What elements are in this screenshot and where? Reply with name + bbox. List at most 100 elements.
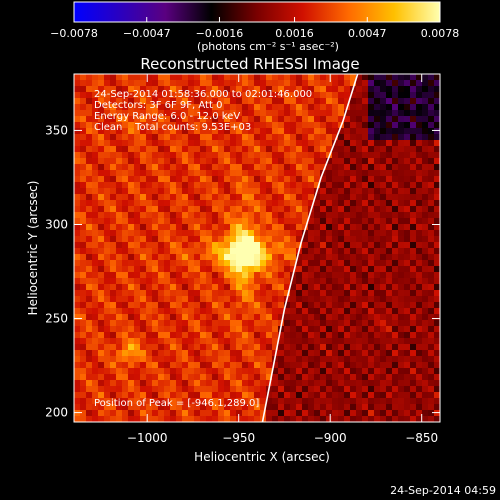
heatmap-cell [116, 164, 123, 171]
heatmap-cell [386, 230, 393, 237]
heatmap-cell [212, 386, 219, 393]
heatmap-cell [368, 212, 375, 219]
heatmap-cell [320, 146, 327, 153]
heatmap-cell [116, 86, 123, 93]
heatmap-cell [176, 416, 183, 422]
heatmap-cell [398, 266, 405, 273]
heatmap-cell [248, 116, 255, 123]
heatmap-cell [380, 164, 387, 171]
heatmap-cell [110, 236, 117, 243]
heatmap-cell [278, 176, 285, 183]
heatmap-cell [434, 392, 440, 399]
heatmap-cell [356, 128, 363, 135]
heatmap-cell [398, 182, 405, 189]
heatmap-cell [434, 110, 440, 117]
heatmap-cell [332, 86, 339, 93]
heatmap-cell [224, 224, 231, 231]
heatmap-cell [110, 380, 117, 387]
heatmap-cell [218, 80, 225, 87]
heatmap-cell [98, 212, 105, 219]
heatmap-cell [326, 344, 333, 351]
heatmap-cell [122, 368, 129, 375]
heatmap-cell [200, 308, 207, 315]
heatmap-cell [140, 140, 147, 147]
heatmap-cell [170, 266, 177, 273]
heatmap-cell [218, 110, 225, 117]
heatmap-cell [176, 236, 183, 243]
heatmap-cell [194, 368, 201, 375]
heatmap-cell [260, 362, 267, 369]
heatmap-cell [368, 98, 375, 105]
heatmap-cell [92, 356, 99, 363]
heatmap-cell [332, 380, 339, 387]
heatmap-cell [104, 362, 111, 369]
heatmap-cell [320, 284, 327, 291]
heatmap-cell [212, 230, 219, 237]
heatmap-cell [314, 368, 321, 375]
heatmap-cell [272, 86, 279, 93]
heatmap-cell [158, 338, 165, 345]
heatmap-cell [200, 356, 207, 363]
heatmap-cell [308, 248, 315, 255]
heatmap-cell [206, 254, 213, 261]
heatmap-cell [116, 182, 123, 189]
heatmap-cell [428, 242, 435, 249]
heatmap-cell [236, 398, 243, 405]
heatmap-cell [266, 248, 273, 255]
heatmap-cell [254, 248, 261, 255]
heatmap-cell [374, 206, 381, 213]
heatmap-cell [80, 86, 87, 93]
heatmap-cell [194, 224, 201, 231]
heatmap-cell [110, 278, 117, 285]
heatmap-cell [74, 272, 81, 279]
heatmap-cell [110, 266, 117, 273]
heatmap-cell [278, 182, 285, 189]
heatmap-cell [272, 260, 279, 267]
heatmap-cell [230, 200, 237, 207]
heatmap-cell [260, 326, 267, 333]
heatmap-cell [86, 140, 93, 147]
heatmap-cell [284, 350, 291, 357]
heatmap-cell [278, 332, 285, 339]
heatmap-cell [230, 308, 237, 315]
heatmap-cell [290, 128, 297, 135]
heatmap-cell [356, 230, 363, 237]
heatmap-cell [200, 116, 207, 123]
heatmap-cell [110, 356, 117, 363]
heatmap-cell [194, 308, 201, 315]
heatmap-cell [260, 344, 267, 351]
heatmap-cell [188, 398, 195, 405]
heatmap-cell [380, 170, 387, 177]
heatmap-cell [380, 410, 387, 417]
heatmap-cell [104, 410, 111, 417]
heatmap-cell [392, 152, 399, 159]
heatmap-cell [314, 134, 321, 141]
heatmap-cell [278, 368, 285, 375]
heatmap-cell [338, 80, 345, 87]
heatmap-cell [296, 326, 303, 333]
heatmap-cell [374, 260, 381, 267]
heatmap-cell [308, 278, 315, 285]
heatmap-cell [236, 314, 243, 321]
heatmap-cell [206, 212, 213, 219]
heatmap-cell [272, 194, 279, 201]
heatmap-cell [212, 128, 219, 135]
heatmap-cell [422, 104, 429, 111]
heatmap-cell [140, 146, 147, 153]
heatmap-cell [392, 212, 399, 219]
heatmap-cell [122, 266, 129, 273]
heatmap-cell [248, 344, 255, 351]
heatmap-cell [254, 344, 261, 351]
heatmap-cell [398, 224, 405, 231]
heatmap-cell [368, 74, 375, 81]
heatmap-cell [338, 140, 345, 147]
heatmap-cell [230, 404, 237, 411]
heatmap-cell [110, 386, 117, 393]
heatmap-cell [410, 242, 417, 249]
heatmap-cell [182, 272, 189, 279]
heatmap-cell [236, 344, 243, 351]
heatmap-cell [140, 74, 147, 81]
heatmap-cell [152, 410, 159, 417]
heatmap-cell [428, 158, 435, 165]
heatmap-cell [338, 266, 345, 273]
